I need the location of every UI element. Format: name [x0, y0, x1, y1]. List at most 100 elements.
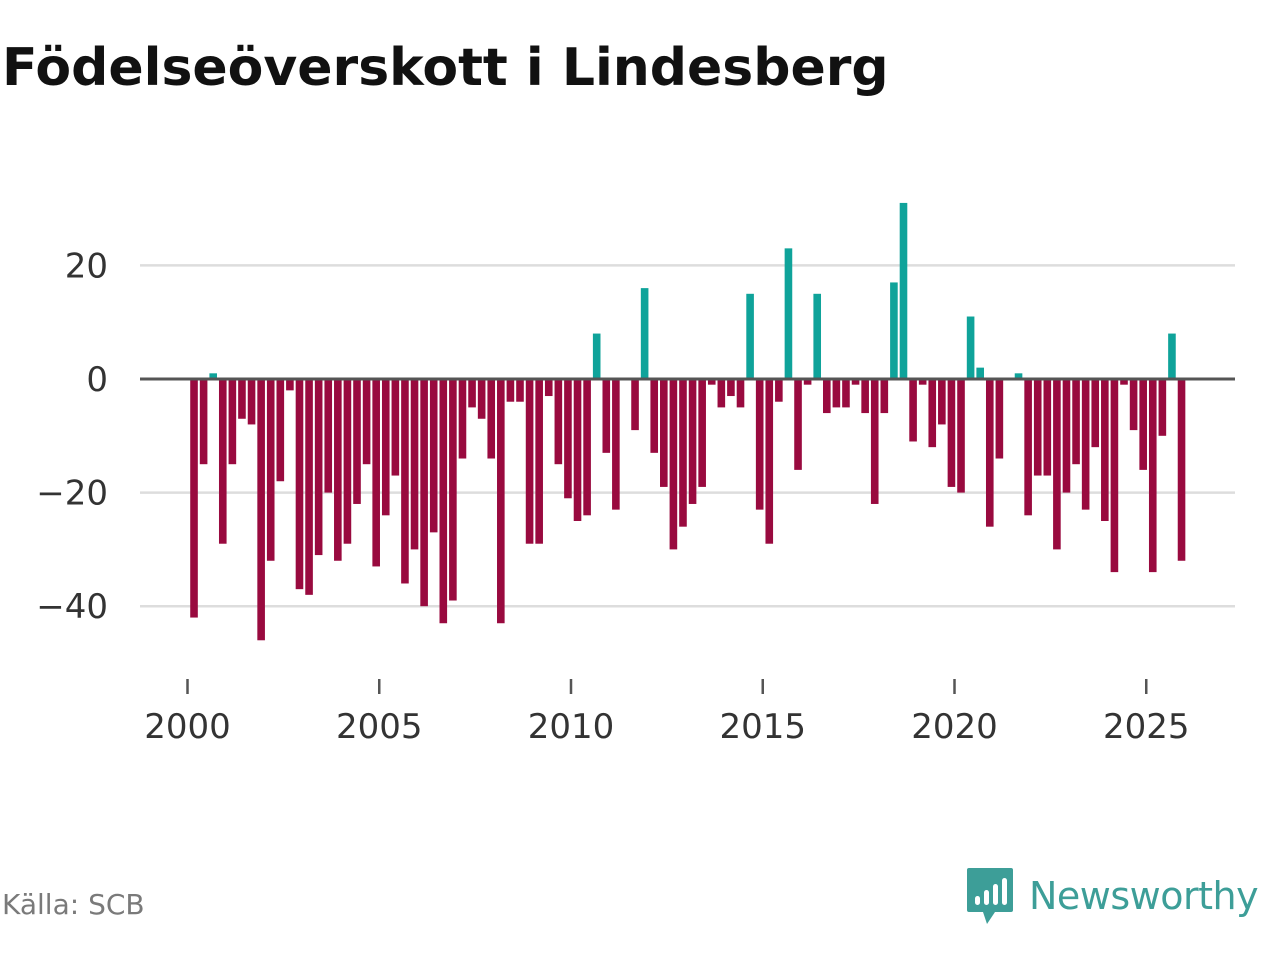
bar — [247, 379, 256, 425]
bar — [985, 379, 994, 527]
bar — [1158, 379, 1167, 436]
y-tick-label: −20 — [36, 474, 108, 514]
bar — [554, 379, 563, 465]
y-tick-label: −40 — [36, 587, 108, 627]
bar — [669, 379, 678, 550]
bar — [918, 379, 927, 385]
bar — [324, 379, 333, 493]
bar — [851, 379, 860, 385]
bar — [516, 379, 524, 402]
bar — [976, 367, 984, 379]
y-tick-label: 20 — [65, 246, 108, 286]
bar — [218, 379, 227, 544]
bar — [477, 379, 486, 419]
bar — [602, 379, 611, 453]
bar — [679, 379, 687, 527]
bar — [957, 379, 965, 493]
newsworthy-icon — [967, 868, 1013, 924]
bar — [794, 379, 802, 470]
bar — [420, 379, 428, 607]
grid-layer — [140, 264, 1235, 608]
bar — [660, 379, 668, 487]
bar — [727, 379, 735, 397]
bar — [1072, 379, 1080, 465]
bar — [535, 379, 543, 544]
bar — [458, 379, 467, 459]
bar — [909, 379, 917, 442]
bar — [372, 379, 380, 567]
bar — [381, 379, 390, 516]
bar — [592, 333, 601, 379]
bar — [880, 379, 889, 414]
bar — [343, 379, 352, 544]
newsworthy-logo[interactable]: Newsworthy — [965, 866, 1259, 926]
bar — [775, 379, 783, 402]
chart-title: Födelseöverskott i Lindesberg — [2, 38, 889, 98]
bar — [842, 379, 850, 408]
source-label: Källa: SCB — [2, 888, 145, 921]
bar — [861, 379, 869, 414]
bar — [1024, 379, 1032, 516]
x-tick-label: 2000 — [144, 707, 231, 747]
bar — [199, 379, 208, 465]
bar — [257, 379, 265, 641]
bar — [1053, 379, 1061, 550]
bar — [707, 379, 716, 385]
bar — [449, 379, 457, 601]
bar — [391, 379, 400, 476]
bar — [468, 379, 476, 408]
bar — [353, 379, 361, 504]
bar — [1014, 373, 1023, 379]
bar — [784, 248, 793, 379]
bar — [487, 379, 496, 459]
bar — [803, 379, 812, 385]
bar — [966, 316, 975, 379]
bar — [1177, 379, 1186, 561]
bar — [650, 379, 659, 453]
bar — [295, 379, 304, 590]
bar — [746, 293, 754, 379]
bar — [334, 379, 342, 561]
bar — [410, 379, 419, 550]
bar — [755, 379, 764, 510]
bar — [717, 379, 726, 408]
bar — [890, 282, 898, 379]
bar — [362, 379, 371, 465]
bar — [947, 379, 956, 487]
x-tick-label: 2015 — [719, 707, 806, 747]
bar — [995, 379, 1004, 459]
bar — [870, 379, 879, 504]
bar — [1081, 379, 1090, 510]
bar — [209, 373, 217, 379]
bar — [1062, 379, 1071, 493]
bar — [429, 379, 438, 533]
bar — [899, 202, 908, 379]
bar — [238, 379, 246, 419]
bar — [305, 379, 313, 595]
bar — [822, 379, 831, 414]
bar — [401, 379, 409, 584]
bar — [573, 379, 582, 521]
bar — [1129, 379, 1138, 431]
bar-layer — [190, 202, 1186, 641]
bar — [1139, 379, 1147, 470]
bar — [1033, 379, 1042, 476]
bar — [1110, 379, 1119, 573]
bar — [631, 379, 639, 431]
bar — [938, 379, 946, 425]
bar — [583, 379, 591, 516]
y-tick-label: 0 — [86, 360, 108, 400]
bar — [1091, 379, 1100, 448]
bar — [544, 379, 553, 397]
x-tick-label: 2025 — [1103, 707, 1190, 747]
bar — [314, 379, 323, 556]
bar — [1148, 379, 1157, 573]
brand-name: Newsworthy — [1029, 874, 1259, 918]
bar — [564, 379, 572, 499]
bar — [1101, 379, 1109, 521]
bar — [688, 379, 697, 504]
bar — [1043, 379, 1052, 476]
bar — [1120, 379, 1128, 385]
x-tick-label: 2020 — [911, 707, 998, 747]
